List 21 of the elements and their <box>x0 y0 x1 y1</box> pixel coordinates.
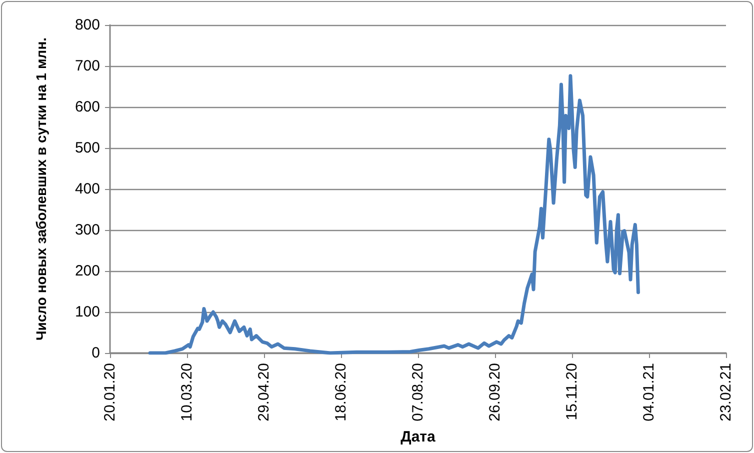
y-tick-label: 200 <box>74 262 100 280</box>
y-tick-label: 0 <box>92 344 100 362</box>
y-tick-label: 800 <box>74 16 100 34</box>
x-tick-label: 07.08.20 <box>410 363 426 422</box>
y-tick-label: 300 <box>74 222 100 238</box>
x-tick-label: 18.06.20 <box>332 363 350 422</box>
x-tick-label: 26.09.20 <box>486 363 504 422</box>
line-series <box>148 74 640 355</box>
y-tick-label: 500 <box>74 140 100 156</box>
y-tick-label: 600 <box>74 98 100 116</box>
y-tick-label: 100 <box>74 304 100 320</box>
x-axis-title: Дата <box>400 428 436 446</box>
x-tick-label: 10.03.20 <box>178 363 196 422</box>
x-tick-label: 29.04.20 <box>256 363 272 422</box>
x-tick-label: 23.02.21 <box>718 363 734 422</box>
y-tick-label: 700 <box>74 58 100 74</box>
x-tick-label: 04.01.21 <box>640 363 658 422</box>
y-axis-title: Число новых заболевших в сутки на 1 млн. <box>33 37 49 341</box>
x-tick-label: 15.11.20 <box>564 363 580 420</box>
x-tick-label: 20.01.20 <box>102 363 118 422</box>
y-tick-label: 400 <box>74 180 100 198</box>
